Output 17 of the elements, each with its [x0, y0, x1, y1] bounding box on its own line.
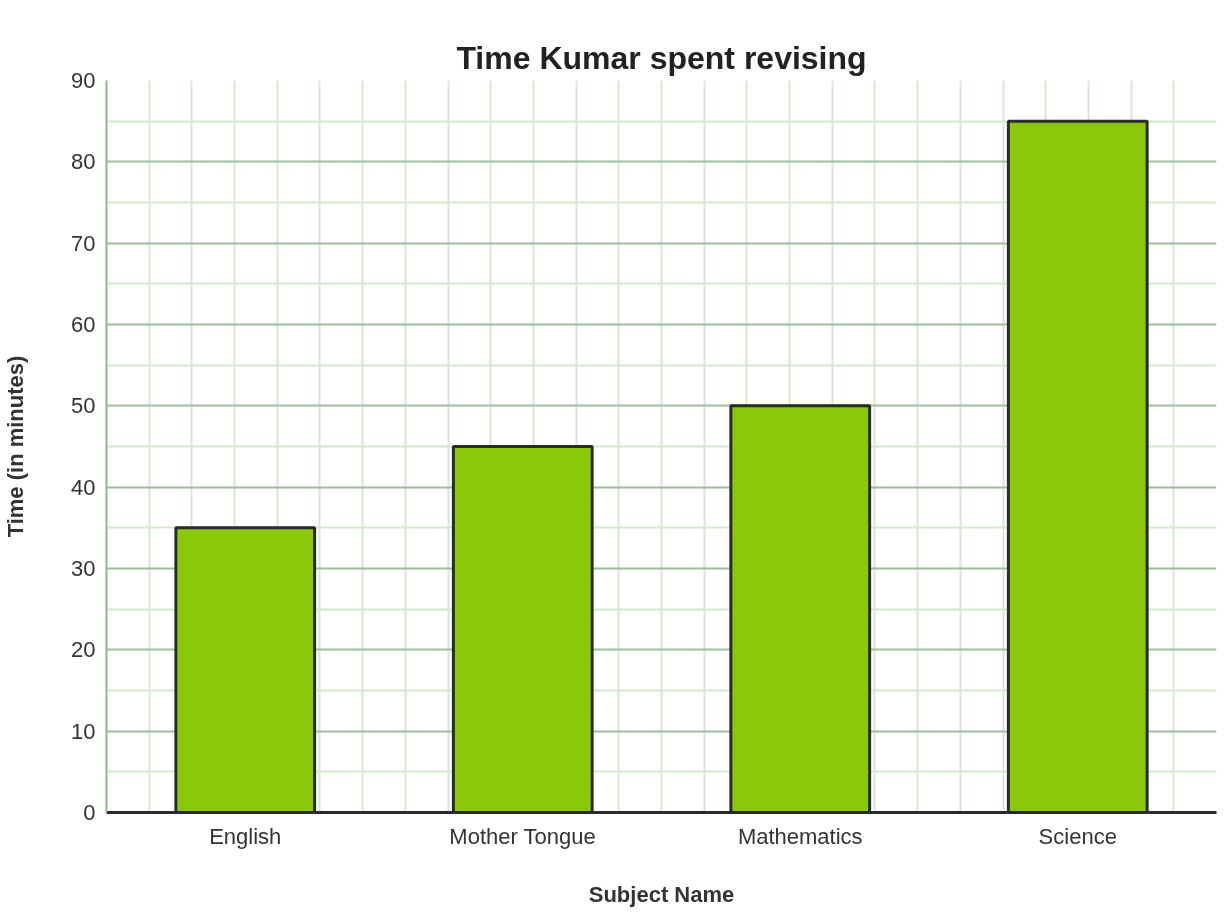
y-tick-label: 10	[71, 718, 96, 744]
x-tick-label: English	[209, 823, 282, 849]
x-tick-label: Mother Tongue	[449, 823, 596, 849]
y-tick-label: 40	[71, 474, 96, 500]
y-tick-label: 50	[71, 393, 96, 419]
x-axis-title: Subject Name	[588, 881, 735, 907]
y-tick-label: 20	[71, 637, 96, 663]
y-tick-label: 60	[71, 312, 96, 337]
y-tick-label: 90	[71, 68, 96, 93]
y-tick-label: 30	[71, 556, 96, 581]
y-tick-label: 80	[71, 149, 96, 175]
x-tick-label: Mathematics	[737, 823, 863, 849]
y-tick-label: 0	[83, 800, 96, 825]
chart-title: Time Kumar spent revising	[456, 39, 867, 76]
y-axis-title: Time (in minutes)	[3, 355, 29, 538]
x-tick-label: Science	[1038, 823, 1117, 849]
y-tick-label: 70	[71, 230, 96, 256]
